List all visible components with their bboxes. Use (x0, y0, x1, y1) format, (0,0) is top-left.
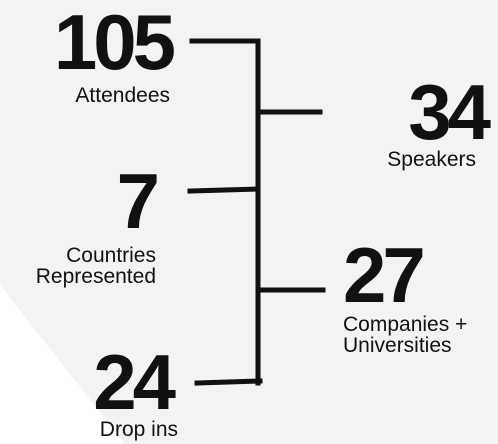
stat-number: 7 (117, 157, 157, 245)
stat-label: Universities (343, 334, 452, 357)
stat-label: Countries (66, 244, 156, 267)
connector-branch (187, 186, 261, 194)
stat-number: 27 (343, 231, 422, 319)
stat-label: Represented (36, 265, 156, 288)
background-wedge (0, 285, 125, 444)
stat-number: 105 (54, 0, 175, 86)
connector-branch (194, 378, 263, 386)
stat-label: Attendees (75, 84, 170, 107)
stat-label: Drop ins (100, 418, 178, 441)
stat-number: 34 (408, 68, 490, 156)
stat-label: Companies + (343, 313, 467, 336)
stat-label: Speakers (387, 148, 476, 171)
stat-number: 24 (93, 338, 175, 426)
